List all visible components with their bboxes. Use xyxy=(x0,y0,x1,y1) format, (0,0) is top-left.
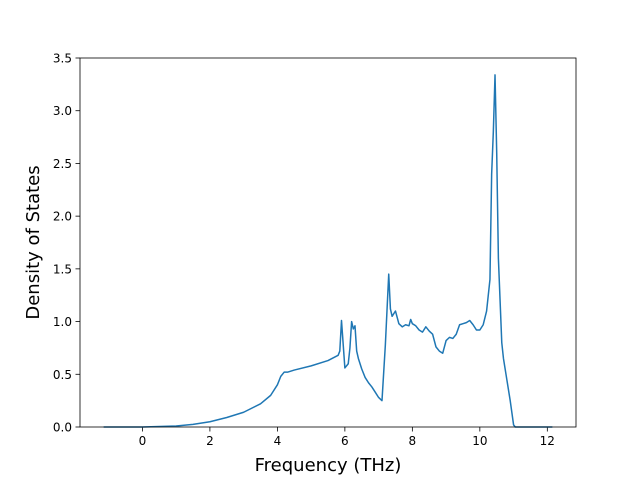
x-tick-label: 8 xyxy=(409,434,417,448)
plot-frame xyxy=(79,57,577,428)
y-tick-label: 0.0 xyxy=(53,421,72,435)
y-axis-label: Density of States xyxy=(23,165,44,319)
x-tick-label: 6 xyxy=(341,434,349,448)
dos-series-line xyxy=(103,74,553,428)
x-tick-label: 4 xyxy=(274,434,282,448)
x-tick-label: 12 xyxy=(540,434,555,448)
x-tick-label: 2 xyxy=(206,434,214,448)
y-tick-label: 3.5 xyxy=(53,52,72,66)
axis-ticks: 0 2 4 6 8 10 12 0.0 0.5 1.0 1.5 2.0 2.5 3.0 3.5 xyxy=(53,52,555,449)
y-tick-label: 2.0 xyxy=(53,210,72,224)
plot-background xyxy=(80,58,576,427)
y-tick-label: 0.5 xyxy=(53,368,72,382)
y-tick-label: 2.5 xyxy=(53,157,72,171)
y-tick-label: 3.0 xyxy=(53,104,72,118)
y-tick-label: 1.0 xyxy=(53,315,72,329)
x-tick-label: 10 xyxy=(472,434,487,448)
y-tick-label: 1.5 xyxy=(53,262,72,276)
x-axis-label: Frequency (THz) xyxy=(255,455,402,476)
x-tick-label: 0 xyxy=(139,434,147,448)
